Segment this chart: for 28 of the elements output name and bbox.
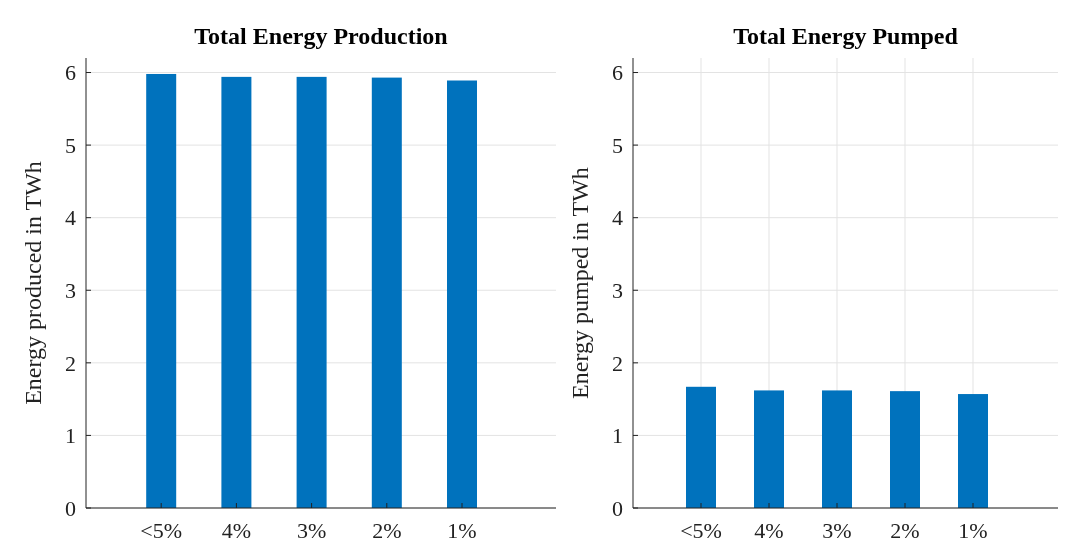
x-tick-label: 2%	[372, 518, 402, 541]
y-tick-label: 1	[612, 423, 623, 449]
x-tick-label: 1%	[447, 518, 477, 541]
y-tick-label: 1	[65, 423, 76, 449]
y-tick-label: 5	[65, 132, 76, 158]
y-tick-label: 2	[612, 350, 623, 376]
x-tick-label: 1%	[958, 518, 988, 541]
y-tick-label: 4	[65, 205, 76, 231]
y-tick-label: 6	[612, 60, 623, 86]
y-tick-label: 4	[612, 205, 623, 231]
x-tick-label: 3%	[296, 518, 327, 541]
y-axis-title: Energy pumped in TWh	[567, 167, 593, 399]
y-tick-label: 0	[65, 495, 76, 521]
y-axis-title: Energy produced in TWh	[20, 161, 46, 405]
y-tick-label: 3	[612, 277, 623, 303]
x-tick-label: 2%	[890, 518, 920, 541]
chart-title: Total Energy Production	[194, 23, 448, 49]
y-tick-label: 3	[65, 277, 76, 303]
y-tick-label: 0	[612, 495, 623, 521]
x-tick-label: <5%	[140, 518, 183, 541]
x-tick-label: 3%	[822, 518, 852, 541]
x-tick-label: <5%	[680, 518, 722, 541]
x-tick-label: 4%	[221, 518, 252, 541]
x-tick-label: 4%	[754, 518, 784, 541]
y-tick-label: 6	[65, 60, 76, 86]
chart-title: Total Energy Pumped	[733, 23, 959, 49]
y-tick-label: 5	[612, 132, 623, 158]
y-tick-label: 2	[65, 350, 76, 376]
